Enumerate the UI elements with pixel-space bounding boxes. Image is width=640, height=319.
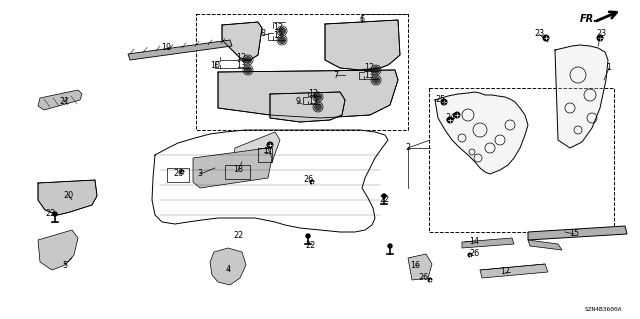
Polygon shape (480, 264, 548, 278)
Text: 26: 26 (469, 249, 479, 258)
Circle shape (314, 93, 322, 101)
Text: 15: 15 (569, 229, 579, 239)
Text: 23: 23 (596, 29, 606, 39)
Polygon shape (38, 230, 78, 270)
Text: 26: 26 (418, 273, 428, 283)
Polygon shape (270, 92, 345, 122)
Text: SZN4B3600A: SZN4B3600A (584, 307, 622, 312)
Circle shape (306, 234, 310, 238)
Text: 22: 22 (45, 209, 55, 218)
Text: 4: 4 (225, 265, 230, 275)
Polygon shape (435, 92, 528, 174)
Bar (167, 168, 189, 182)
Circle shape (372, 66, 380, 74)
Polygon shape (222, 22, 262, 60)
Circle shape (314, 103, 322, 111)
Circle shape (244, 56, 252, 64)
Text: 24: 24 (445, 114, 455, 122)
Polygon shape (210, 248, 246, 285)
Text: 26: 26 (173, 168, 183, 177)
Text: 5: 5 (63, 261, 68, 270)
Circle shape (428, 278, 433, 283)
Text: 14: 14 (469, 236, 479, 246)
Text: 18: 18 (233, 166, 243, 174)
Circle shape (388, 244, 392, 248)
Polygon shape (528, 226, 627, 240)
Text: 3: 3 (198, 169, 202, 179)
Polygon shape (38, 90, 82, 110)
Bar (196, 14, 408, 130)
Text: 22: 22 (379, 196, 389, 204)
Polygon shape (128, 40, 232, 60)
Text: 25: 25 (436, 95, 446, 105)
Text: 11: 11 (263, 147, 273, 157)
Circle shape (266, 142, 273, 149)
Polygon shape (232, 132, 280, 178)
Bar (225, 165, 250, 179)
Text: 10: 10 (210, 61, 220, 70)
Text: 8: 8 (260, 29, 266, 39)
Circle shape (467, 253, 472, 257)
Text: 13: 13 (273, 32, 283, 41)
Circle shape (244, 66, 252, 74)
Polygon shape (325, 20, 400, 70)
Polygon shape (462, 238, 514, 248)
Polygon shape (528, 240, 562, 250)
Text: 23: 23 (534, 29, 544, 39)
Circle shape (278, 27, 286, 35)
Text: 2: 2 (405, 144, 411, 152)
Text: 20: 20 (63, 190, 73, 199)
Text: 19: 19 (161, 43, 171, 53)
Polygon shape (38, 180, 97, 215)
Text: 17: 17 (500, 268, 510, 277)
Circle shape (447, 116, 454, 123)
Circle shape (278, 36, 286, 44)
Circle shape (372, 76, 380, 84)
Text: 12: 12 (273, 24, 283, 33)
Text: 9: 9 (296, 98, 301, 107)
Circle shape (596, 34, 604, 41)
Circle shape (440, 99, 447, 106)
Text: 26: 26 (303, 175, 313, 184)
Polygon shape (193, 148, 272, 188)
Polygon shape (555, 45, 608, 148)
Text: 7: 7 (333, 70, 339, 79)
Text: 22: 22 (233, 231, 243, 240)
Text: 12: 12 (308, 88, 318, 98)
Polygon shape (218, 70, 398, 118)
Circle shape (53, 212, 57, 216)
Circle shape (543, 34, 550, 41)
Polygon shape (408, 254, 432, 280)
Text: FR.: FR. (580, 14, 598, 24)
Text: 13: 13 (236, 61, 246, 70)
Circle shape (310, 180, 314, 184)
Circle shape (454, 112, 461, 118)
Text: 22: 22 (305, 241, 315, 250)
Text: 12: 12 (364, 63, 374, 72)
Text: 6: 6 (360, 16, 365, 25)
Text: 12: 12 (236, 53, 246, 62)
Circle shape (382, 194, 386, 198)
Text: 21: 21 (59, 98, 69, 107)
Circle shape (179, 169, 184, 174)
Text: 1: 1 (607, 63, 611, 72)
Text: 16: 16 (410, 261, 420, 270)
Text: 13: 13 (364, 71, 374, 80)
Text: 13: 13 (308, 97, 318, 106)
Bar (429, 88, 614, 232)
